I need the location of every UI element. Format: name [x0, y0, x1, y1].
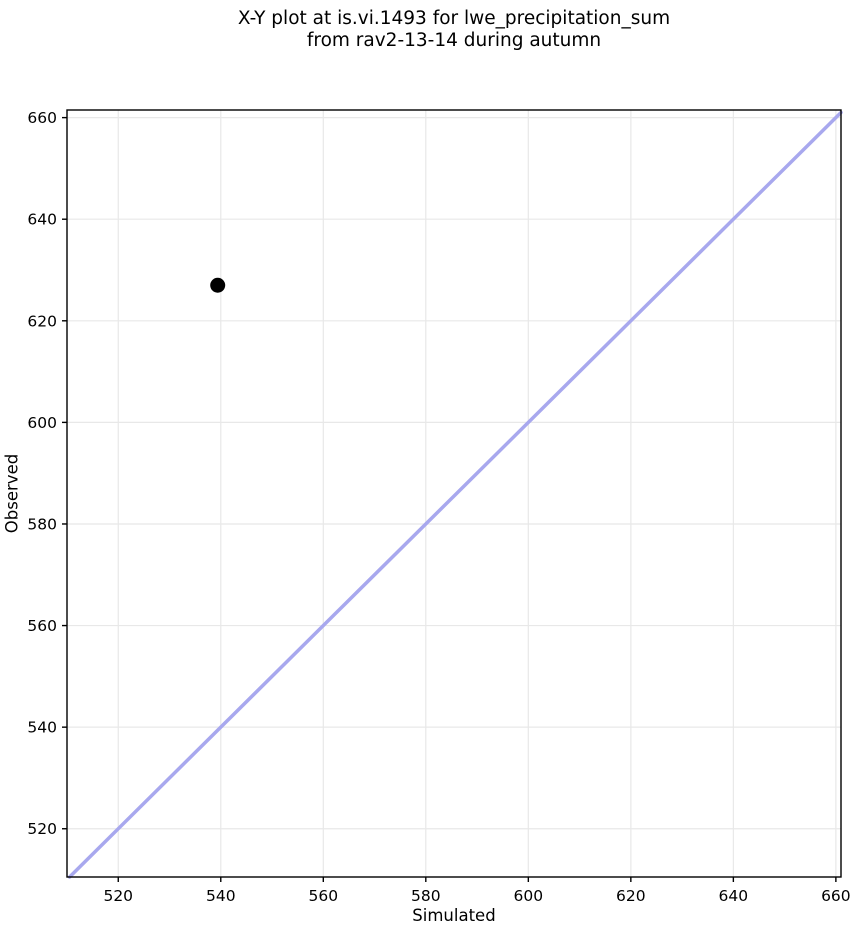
y-tick-label: 540	[27, 719, 57, 737]
y-tick-label: 640	[27, 211, 57, 229]
x-tick-label: 540	[206, 887, 236, 905]
chart-title-line2: from rav2-13-14 during autumn	[307, 30, 601, 51]
axes-spines-layer	[66, 109, 842, 878]
x-tick-label: 660	[821, 887, 851, 905]
chart-title-line1: X-Y plot at is.vi.1493 for lwe_precipita…	[238, 8, 670, 29]
x-tick-label: 580	[411, 887, 441, 905]
grid-layer	[67, 110, 841, 877]
x-axis-label: Simulated	[412, 906, 495, 925]
axes-spines	[66, 109, 842, 878]
x-tick-label: 560	[308, 887, 338, 905]
y-tick-label: 560	[27, 617, 57, 635]
identity-line	[67, 110, 843, 879]
y-tick-label: 600	[27, 414, 57, 432]
x-tick-label: 640	[719, 887, 749, 905]
identity-line-layer	[67, 110, 843, 879]
x-tick-label: 600	[514, 887, 544, 905]
y-tick-label: 520	[27, 820, 57, 838]
y-axis-label: Observed	[3, 454, 22, 533]
y-tick-label: 620	[27, 312, 57, 330]
y-tick-label: 580	[27, 515, 57, 533]
x-tick-label: 620	[616, 887, 646, 905]
y-tick-label: 660	[27, 109, 57, 127]
ticks-layer: 520 540 560 580 600 620 640 660 520 540 560 580 600 6…	[27, 109, 850, 905]
x-tick-label: 520	[103, 887, 133, 905]
data-points-layer	[210, 277, 226, 293]
data-point	[210, 277, 226, 293]
